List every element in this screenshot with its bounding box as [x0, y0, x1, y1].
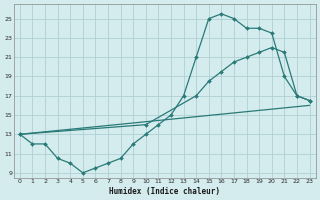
- X-axis label: Humidex (Indice chaleur): Humidex (Indice chaleur): [109, 187, 220, 196]
